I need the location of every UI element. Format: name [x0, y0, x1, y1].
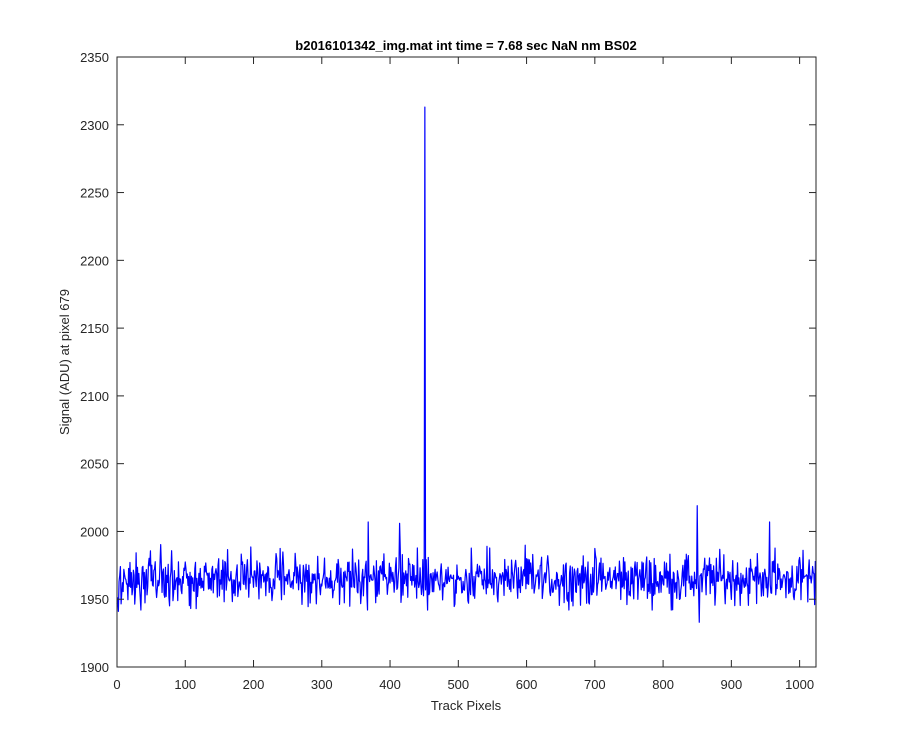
x-tick-label: 1000 — [785, 677, 814, 692]
y-tick-label: 2050 — [80, 457, 109, 472]
x-tick-label: 300 — [311, 677, 333, 692]
x-axis-title: Track Pixels — [431, 698, 502, 713]
y-tick-label: 2250 — [80, 186, 109, 201]
axes-layer: 0 100 200 300 400 500 600 700 800 900 1000 1900 1950… — [80, 50, 817, 692]
series-line — [116, 106, 816, 623]
x-tick-label: 900 — [721, 677, 743, 692]
x-tick-label: 200 — [243, 677, 265, 692]
y-tick-label: 2300 — [80, 118, 109, 133]
y-tick-label: 2100 — [80, 389, 109, 404]
y-tick-label: 2000 — [80, 524, 109, 539]
x-tick-label: 500 — [447, 677, 469, 692]
series-layer — [116, 106, 816, 623]
y-tick-label: 1950 — [80, 592, 109, 607]
chart-title: b2016101342_img.mat int time = 7.68 sec … — [295, 38, 636, 53]
x-tick-label: 100 — [174, 677, 196, 692]
plot-area-background — [117, 57, 816, 667]
axes-box — [116, 56, 817, 668]
x-tick-label: 600 — [516, 677, 538, 692]
x-tick-label: 700 — [584, 677, 606, 692]
y-tick-label: 1900 — [80, 660, 109, 675]
x-tick-label: 400 — [379, 677, 401, 692]
y-tick-label: 2150 — [80, 321, 109, 336]
x-tick-label: 0 — [113, 677, 120, 692]
y-axis-title: Signal (ADU) at pixel 679 — [57, 289, 72, 435]
y-tick-label: 2350 — [80, 50, 109, 65]
y-tick-label: 2200 — [80, 253, 109, 268]
x-tick-label: 800 — [652, 677, 674, 692]
